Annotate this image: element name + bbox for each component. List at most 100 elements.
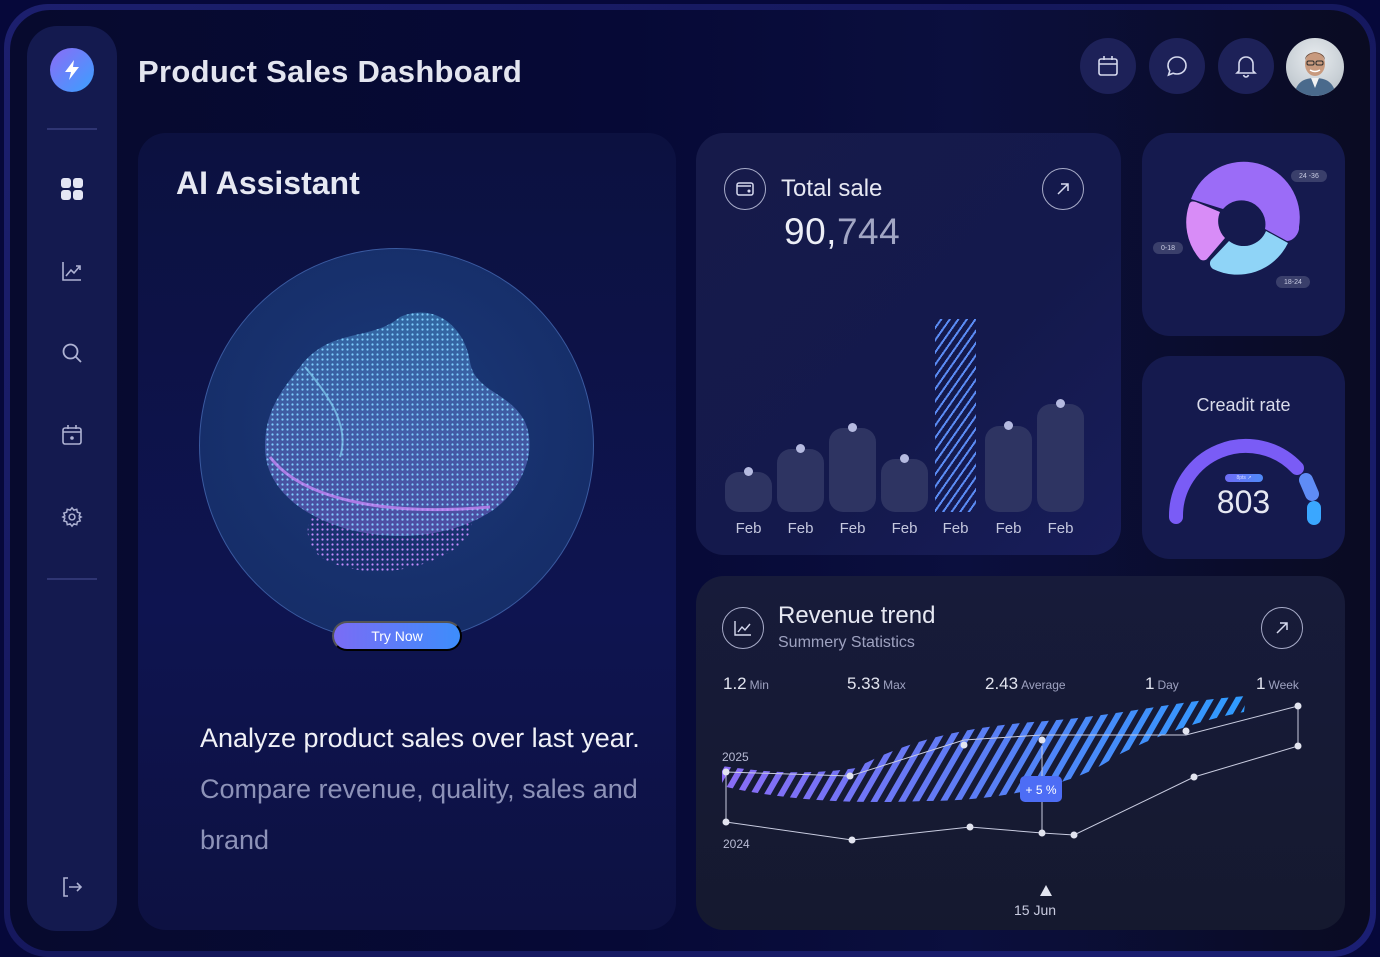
bar-0[interactable] bbox=[725, 467, 772, 512]
total-sale-value: 90,744 bbox=[784, 211, 900, 253]
ai-description-secondary: Compare revenue, quality, sales and bran… bbox=[200, 774, 638, 855]
credit-gauge bbox=[1168, 439, 1321, 525]
svg-text:+ 5 %: + 5 % bbox=[1025, 783, 1056, 797]
user-avatar[interactable] bbox=[1286, 38, 1344, 96]
stat-min: 1.2 Min bbox=[723, 674, 769, 694]
messages-button[interactable] bbox=[1149, 38, 1205, 94]
stat-day: 1 Day bbox=[1145, 674, 1179, 694]
ai-description-primary: Analyze product sales over last year. bbox=[200, 723, 640, 753]
revenue-trend-card: Revenue trend Summery Statistics 1.2 Min … bbox=[696, 576, 1345, 930]
age-distribution-card: 24 -36 18-24 0-18 bbox=[1142, 133, 1345, 336]
total-sale-value-dim: 744 bbox=[836, 211, 901, 252]
stat-unit: Day bbox=[1157, 678, 1179, 692]
bar-marker bbox=[848, 423, 857, 432]
sidebar-item-dashboard[interactable] bbox=[57, 174, 87, 204]
age-donut-chart[interactable] bbox=[1142, 133, 1345, 336]
credit-rate-title: Creadit rate bbox=[1196, 395, 1291, 415]
total-sale-value-main: 90, bbox=[784, 211, 837, 252]
bar-label: Feb bbox=[1047, 520, 1074, 537]
bar-2[interactable] bbox=[829, 423, 876, 512]
ai-assistant-card: AI Assistant bbox=[138, 133, 676, 930]
analytics-icon bbox=[62, 262, 81, 281]
bar-3[interactable] bbox=[881, 454, 928, 512]
logout-icon bbox=[63, 877, 83, 897]
series-label-2024: 2024 bbox=[723, 837, 750, 851]
trend-tooltip bbox=[1020, 776, 1062, 802]
revenue-trend-chart[interactable]: 2025 2024 + 5 % bbox=[696, 576, 1345, 930]
credit-rate-value: 803 bbox=[1216, 484, 1271, 520]
date-slider-label: 15 Jun bbox=[1014, 902, 1057, 918]
bar-label: Feb bbox=[995, 520, 1022, 537]
ai-assistant-description: Analyze product sales over last year. Co… bbox=[200, 713, 640, 866]
bar-4-highlighted[interactable] bbox=[935, 319, 976, 512]
bar-6[interactable] bbox=[1037, 399, 1084, 512]
bar-marker bbox=[796, 444, 805, 453]
calendar-button[interactable] bbox=[1080, 38, 1136, 94]
legend-18-24: 18-24 bbox=[1276, 276, 1310, 288]
series-label-2025: 2025 bbox=[722, 750, 749, 764]
lightning-icon[interactable] bbox=[50, 48, 94, 92]
settings-icon bbox=[61, 506, 83, 528]
bar-marker bbox=[1056, 399, 1065, 408]
arrow-up-right-icon bbox=[1276, 622, 1288, 634]
sidebar-item-calendar[interactable] bbox=[57, 420, 87, 450]
stat-week: 1 Week bbox=[1256, 674, 1299, 694]
sidebar-item-analytics[interactable] bbox=[57, 256, 87, 286]
stat-value: 5.33 bbox=[847, 674, 881, 693]
ai-assistant-title: AI Assistant bbox=[176, 165, 360, 201]
stat-unit: Average bbox=[1021, 678, 1066, 692]
date-slider-handle bbox=[1040, 885, 1052, 896]
notifications-button[interactable] bbox=[1218, 38, 1274, 94]
bar-label: Feb bbox=[942, 520, 969, 537]
search-icon bbox=[62, 343, 82, 363]
open-total-sale-button[interactable] bbox=[1042, 168, 1084, 210]
ai-blob-graphic bbox=[265, 312, 530, 572]
chat-icon bbox=[1167, 56, 1187, 77]
credit-rate-card: Creadit rate 8pts ↗ 803 bbox=[1142, 356, 1345, 559]
revenue-trend-subtitle: Summery Statistics bbox=[778, 634, 915, 651]
credit-change-badge: 8pts ↗ bbox=[1225, 474, 1263, 482]
total-sale-card: Total sale 90,744 Feb Feb Feb Feb Feb Fe… bbox=[696, 133, 1121, 555]
legend-0-18: 0-18 bbox=[1153, 242, 1184, 254]
stat-value: 2.43 bbox=[985, 674, 1019, 693]
calendar-icon bbox=[62, 425, 82, 445]
bar-label: Feb bbox=[891, 520, 918, 537]
logout-button[interactable] bbox=[57, 872, 87, 902]
total-sale-title: Total sale bbox=[781, 175, 883, 202]
sidebar bbox=[27, 26, 117, 931]
bar-marker bbox=[900, 454, 909, 463]
bar-label: Feb bbox=[787, 520, 814, 537]
ai-orb-visual bbox=[199, 248, 594, 643]
dashboard-icon bbox=[61, 178, 83, 200]
bar-label: Feb bbox=[735, 520, 762, 537]
app-frame: Product Sales Dashboard AI Assistant bbox=[4, 4, 1376, 957]
arrow-up-right-icon bbox=[1057, 183, 1069, 195]
sidebar-item-search[interactable] bbox=[57, 338, 87, 368]
bar-marker bbox=[1004, 421, 1013, 430]
bar-marker bbox=[744, 467, 753, 476]
stat-unit: Max bbox=[883, 678, 906, 692]
bell-icon bbox=[1235, 56, 1257, 78]
legend-24-36: 24 -36 bbox=[1291, 170, 1327, 182]
calendar-icon bbox=[1098, 56, 1118, 76]
wallet-icon bbox=[724, 168, 766, 210]
stat-max: 5.33 Max bbox=[847, 674, 906, 694]
stat-average: 2.43 Average bbox=[985, 674, 1066, 694]
bar-5[interactable] bbox=[985, 421, 1032, 512]
try-now-button[interactable]: Try Now bbox=[332, 621, 462, 651]
sidebar-divider bbox=[47, 578, 97, 580]
stat-unit: Week bbox=[1268, 678, 1299, 692]
stat-value: 1 bbox=[1145, 674, 1155, 693]
open-revenue-trend-button[interactable] bbox=[1261, 607, 1303, 649]
stat-value: 1.2 bbox=[723, 674, 747, 693]
bar-label: Feb bbox=[839, 520, 866, 537]
page-title: Product Sales Dashboard bbox=[138, 54, 523, 89]
chart-icon bbox=[722, 607, 764, 649]
app-window: Product Sales Dashboard AI Assistant bbox=[10, 10, 1370, 951]
stat-unit: Min bbox=[749, 678, 769, 692]
bar-1[interactable] bbox=[777, 444, 824, 512]
sidebar-item-settings[interactable] bbox=[57, 502, 87, 532]
stat-value: 1 bbox=[1256, 674, 1266, 693]
sidebar-divider bbox=[47, 128, 97, 130]
revenue-trend-title: Revenue trend bbox=[778, 602, 936, 629]
